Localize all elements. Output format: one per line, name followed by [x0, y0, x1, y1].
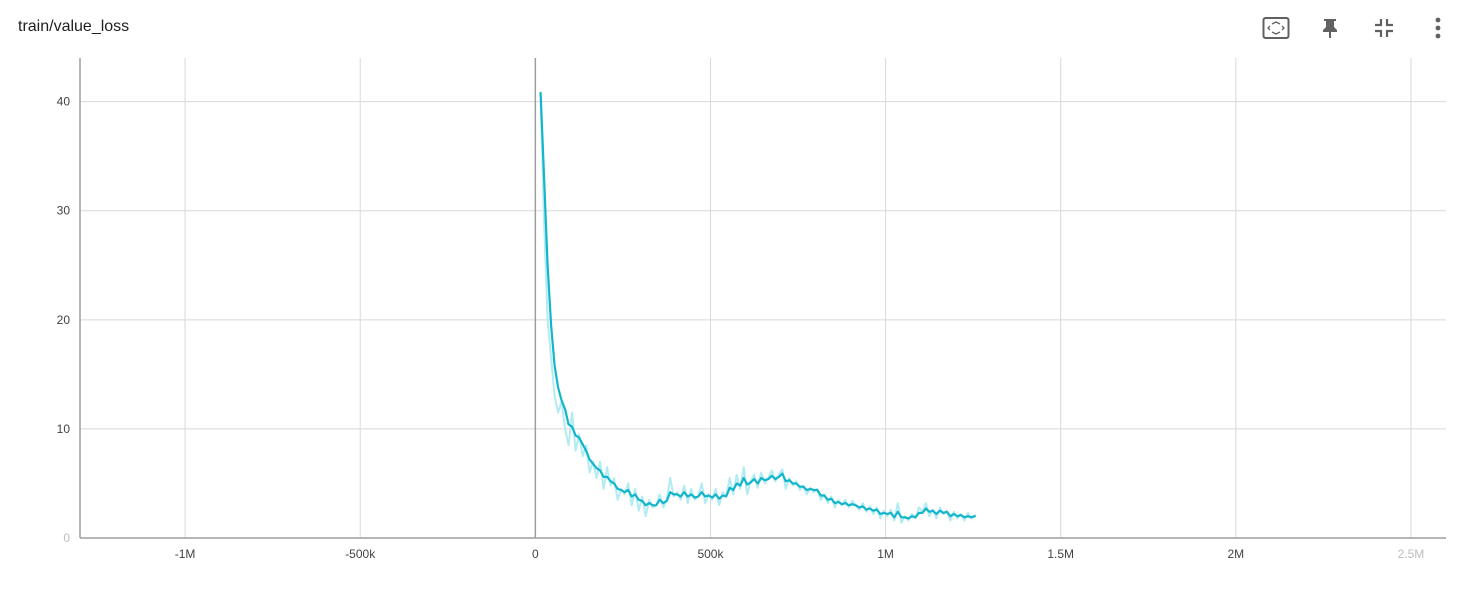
x-tick-label: -1M — [175, 547, 196, 561]
y-tick-label: 20 — [57, 313, 71, 327]
x-tick-label: 2M — [1228, 547, 1245, 561]
x-tick-label: 1M — [877, 547, 894, 561]
pin-button[interactable] — [1316, 14, 1344, 42]
collapse-button[interactable] — [1370, 14, 1398, 42]
y-tick-label: 40 — [57, 95, 71, 109]
chart-toolbar — [1262, 14, 1452, 42]
y-tick-label: 0 — [63, 531, 70, 545]
pin-icon — [1323, 19, 1337, 38]
x-tick-label: 1.5M — [1047, 547, 1074, 561]
smoothed-series-line — [539, 91, 977, 520]
y-tick-label: 30 — [57, 204, 71, 218]
x-tick-label: -500k — [345, 547, 376, 561]
y-tick-label: 10 — [57, 422, 71, 436]
fit-domain-icon — [1262, 17, 1290, 39]
series — [539, 91, 977, 524]
more-options-button[interactable] — [1424, 14, 1452, 42]
chart-title: train/value_loss — [18, 18, 130, 35]
more-vert-icon — [1435, 17, 1441, 39]
fit-domain-button[interactable] — [1262, 14, 1290, 42]
axes — [79, 58, 1446, 539]
grid — [80, 58, 1446, 538]
collapse-icon — [1375, 19, 1393, 37]
raw-series-line — [539, 95, 976, 524]
x-tick-label: 0 — [532, 547, 539, 561]
x-tick-label: 2.5M — [1398, 547, 1425, 561]
tick-labels: -1M -500k 0 500k 1M 1.5M 2M 2.5M 0 10 20 30 40 — [57, 95, 1425, 561]
x-tick-label: 500k — [697, 547, 724, 561]
